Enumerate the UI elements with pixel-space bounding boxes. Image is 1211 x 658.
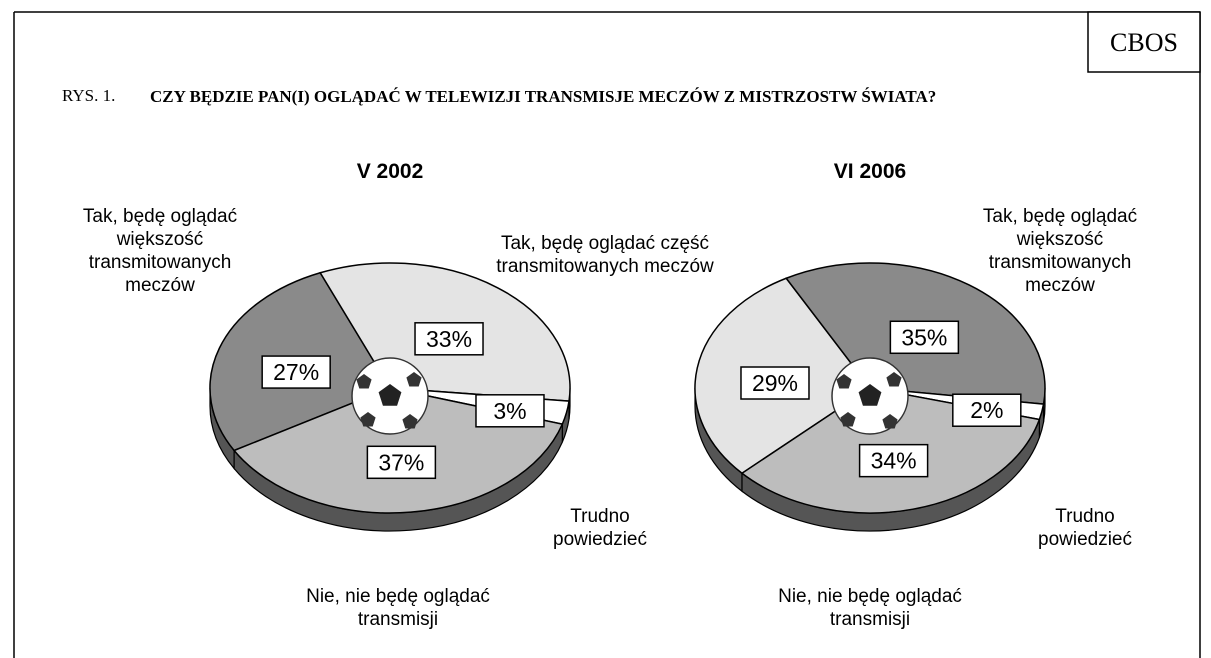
- value-label: 27%: [273, 359, 319, 385]
- source: CBOS: [1088, 28, 1200, 58]
- figure-label: RYS. 1.: [62, 86, 115, 106]
- category-label: Tak, będę oglądać część transmitowanych …: [485, 232, 725, 278]
- value-label: 37%: [378, 449, 424, 475]
- category-label: Trudno powiedzieć: [535, 505, 665, 551]
- chart-title: VI 2006: [834, 160, 906, 183]
- value-label: 35%: [901, 324, 947, 350]
- value-label: 33%: [426, 326, 472, 352]
- category-label: Nie, nie będę oglądać transmisji: [750, 585, 990, 631]
- figure-title: CZY BĘDZIE PAN(I) OGLĄDAĆ W TELEWIZJI TR…: [150, 86, 990, 107]
- category-label: Tak, będę oglądać większość transmitowan…: [960, 205, 1160, 297]
- category-label: Trudno powiedzieć: [1020, 505, 1150, 551]
- value-label: 29%: [752, 370, 798, 396]
- value-label: 3%: [493, 398, 526, 424]
- category-label: Nie, nie będę oglądać transmisji: [278, 585, 518, 631]
- category-label: Tak, będę oglądać większość transmitowan…: [65, 205, 255, 297]
- value-label: 34%: [871, 448, 917, 474]
- page: V 2002 27% 33% 3% 37% VI 2006 29% 35% 2% 34% CBOS…: [0, 0, 1211, 658]
- chart-title: V 2002: [357, 160, 424, 183]
- value-label: 2%: [970, 397, 1003, 423]
